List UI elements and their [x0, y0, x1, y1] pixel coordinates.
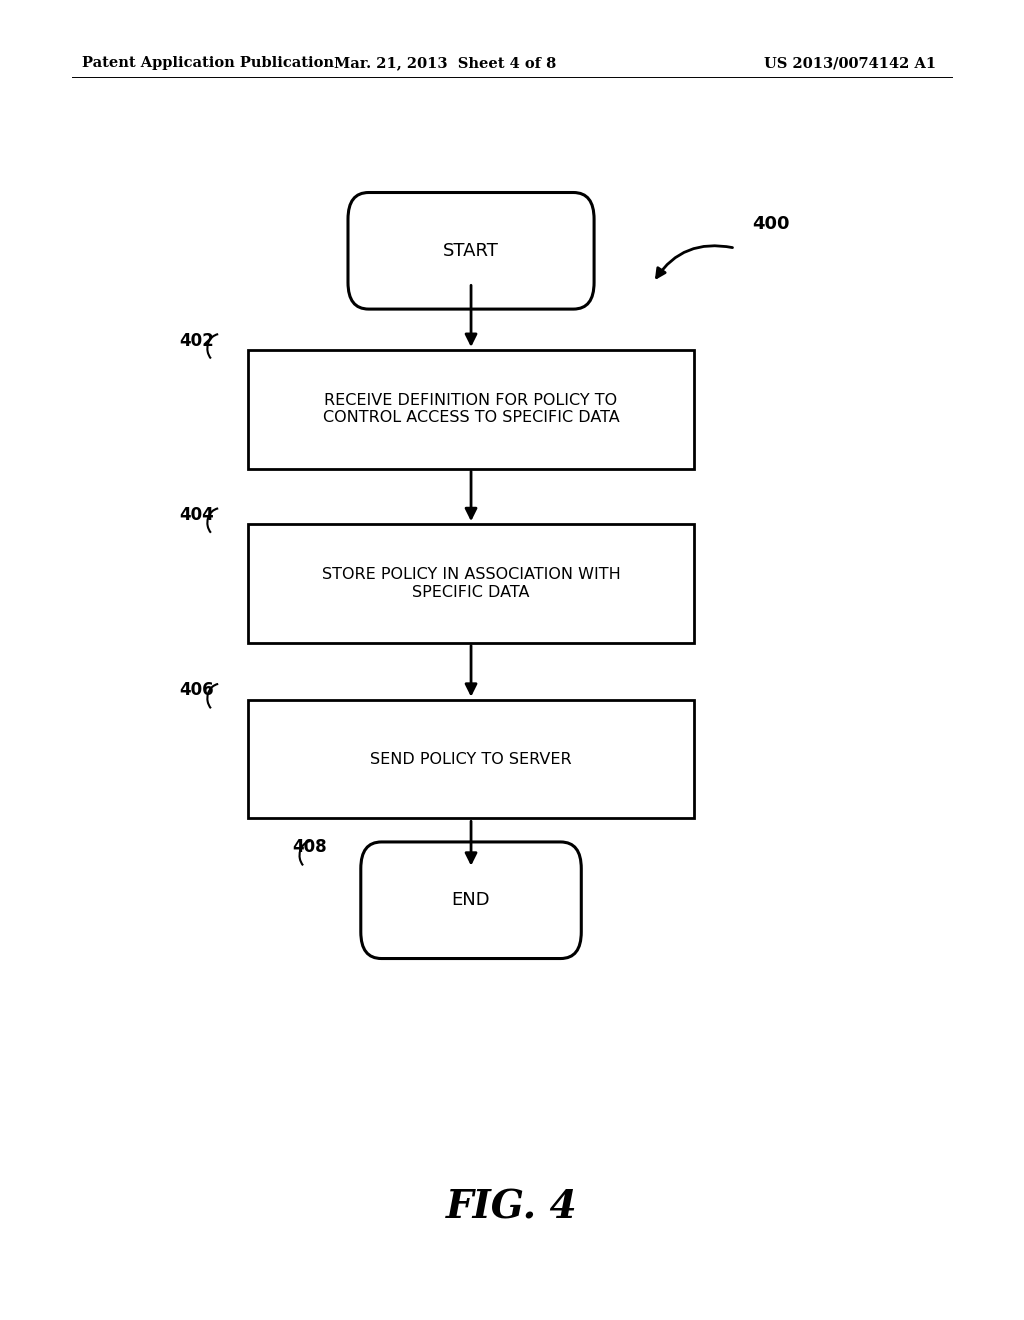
Bar — [249, 350, 694, 469]
Text: 404: 404 — [179, 506, 214, 524]
Bar — [249, 700, 694, 818]
Text: 400: 400 — [753, 215, 791, 234]
Bar — [249, 524, 694, 643]
Text: 406: 406 — [179, 681, 214, 700]
Text: STORE POLICY IN ASSOCIATION WITH
SPECIFIC DATA: STORE POLICY IN ASSOCIATION WITH SPECIFI… — [322, 568, 621, 599]
Text: 402: 402 — [179, 331, 214, 350]
Text: Patent Application Publication: Patent Application Publication — [82, 57, 334, 70]
Text: US 2013/0074142 A1: US 2013/0074142 A1 — [764, 57, 936, 70]
Text: FIG. 4: FIG. 4 — [446, 1189, 578, 1226]
Text: Mar. 21, 2013  Sheet 4 of 8: Mar. 21, 2013 Sheet 4 of 8 — [334, 57, 557, 70]
Text: SEND POLICY TO SERVER: SEND POLICY TO SERVER — [371, 751, 571, 767]
FancyBboxPatch shape — [348, 193, 594, 309]
Text: RECEIVE DEFINITION FOR POLICY TO
CONTROL ACCESS TO SPECIFIC DATA: RECEIVE DEFINITION FOR POLICY TO CONTROL… — [323, 393, 620, 425]
FancyBboxPatch shape — [360, 842, 582, 958]
Text: END: END — [452, 891, 490, 909]
Text: 408: 408 — [292, 838, 327, 857]
Text: START: START — [443, 242, 499, 260]
